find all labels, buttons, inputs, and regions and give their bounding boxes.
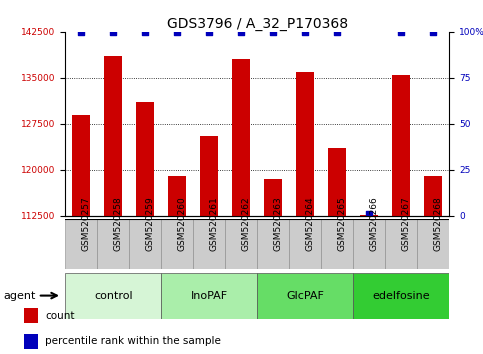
Bar xyxy=(328,148,346,216)
Text: GSM520264: GSM520264 xyxy=(305,196,314,251)
Bar xyxy=(129,219,161,269)
Bar xyxy=(200,136,218,216)
Bar xyxy=(97,219,129,269)
Bar xyxy=(232,59,250,216)
Bar xyxy=(169,176,186,216)
Bar xyxy=(65,219,97,269)
Point xyxy=(333,29,341,35)
Text: GSM520265: GSM520265 xyxy=(337,196,346,251)
Bar xyxy=(225,219,257,269)
Bar xyxy=(353,273,449,319)
Bar xyxy=(385,219,417,269)
Bar xyxy=(417,219,449,269)
Point xyxy=(237,29,245,35)
Point xyxy=(142,29,149,35)
Text: GSM520268: GSM520268 xyxy=(433,196,442,251)
Text: GSM520259: GSM520259 xyxy=(145,196,154,251)
Text: GSM520258: GSM520258 xyxy=(113,196,122,251)
Point xyxy=(365,211,373,217)
Bar xyxy=(257,219,289,269)
Bar xyxy=(72,115,90,216)
Bar xyxy=(161,273,257,319)
Bar xyxy=(257,273,353,319)
Point xyxy=(205,29,213,35)
Text: edelfosine: edelfosine xyxy=(372,291,430,301)
Bar xyxy=(353,219,385,269)
Bar xyxy=(24,334,38,349)
Bar xyxy=(392,75,410,216)
Text: GSM520260: GSM520260 xyxy=(177,196,186,251)
Text: agent: agent xyxy=(3,291,36,301)
Bar xyxy=(65,273,161,319)
Bar xyxy=(289,219,321,269)
Bar xyxy=(104,56,122,216)
Point xyxy=(270,29,277,35)
Bar xyxy=(161,219,193,269)
Point xyxy=(429,29,437,35)
Point xyxy=(77,29,85,35)
Bar xyxy=(297,72,314,216)
Text: GlcPAF: GlcPAF xyxy=(286,291,324,301)
Text: control: control xyxy=(94,291,132,301)
Text: GSM520267: GSM520267 xyxy=(401,196,410,251)
Text: GSM520262: GSM520262 xyxy=(241,196,250,251)
Text: percentile rank within the sample: percentile rank within the sample xyxy=(45,336,221,346)
Text: GSM520263: GSM520263 xyxy=(273,196,282,251)
Bar xyxy=(24,308,38,323)
Point xyxy=(173,29,181,35)
Bar xyxy=(136,102,154,216)
Bar xyxy=(360,215,378,216)
Text: GSM520266: GSM520266 xyxy=(369,196,378,251)
Bar xyxy=(264,179,282,216)
Point xyxy=(109,29,117,35)
Text: InoPAF: InoPAF xyxy=(191,291,228,301)
Bar xyxy=(425,176,442,216)
Text: GSM520261: GSM520261 xyxy=(209,196,218,251)
Point xyxy=(398,29,405,35)
Bar xyxy=(321,219,353,269)
Text: GSM520257: GSM520257 xyxy=(81,196,90,251)
Title: GDS3796 / A_32_P170368: GDS3796 / A_32_P170368 xyxy=(167,17,348,31)
Point xyxy=(301,29,309,35)
Text: count: count xyxy=(45,311,75,321)
Bar xyxy=(193,219,225,269)
